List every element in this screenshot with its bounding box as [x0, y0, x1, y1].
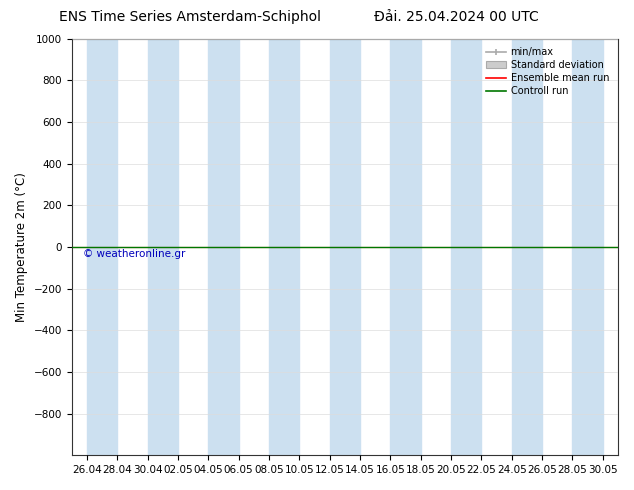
Bar	[573, 39, 603, 455]
Y-axis label: Min Temperature 2m (°C): Min Temperature 2m (°C)	[15, 172, 28, 322]
Bar	[451, 39, 481, 455]
Bar	[87, 39, 117, 455]
Text: © weatheronline.gr: © weatheronline.gr	[82, 249, 185, 259]
Bar	[330, 39, 360, 455]
Bar	[208, 39, 238, 455]
Bar	[269, 39, 299, 455]
Bar	[512, 39, 542, 455]
Text: Đải. 25.04.2024 00 UTC: Đải. 25.04.2024 00 UTC	[374, 10, 539, 24]
Bar	[391, 39, 420, 455]
Text: ENS Time Series Amsterdam-Schiphol: ENS Time Series Amsterdam-Schiphol	[59, 10, 321, 24]
Bar	[148, 39, 178, 455]
Legend: min/max, Standard deviation, Ensemble mean run, Controll run: min/max, Standard deviation, Ensemble me…	[482, 44, 613, 100]
